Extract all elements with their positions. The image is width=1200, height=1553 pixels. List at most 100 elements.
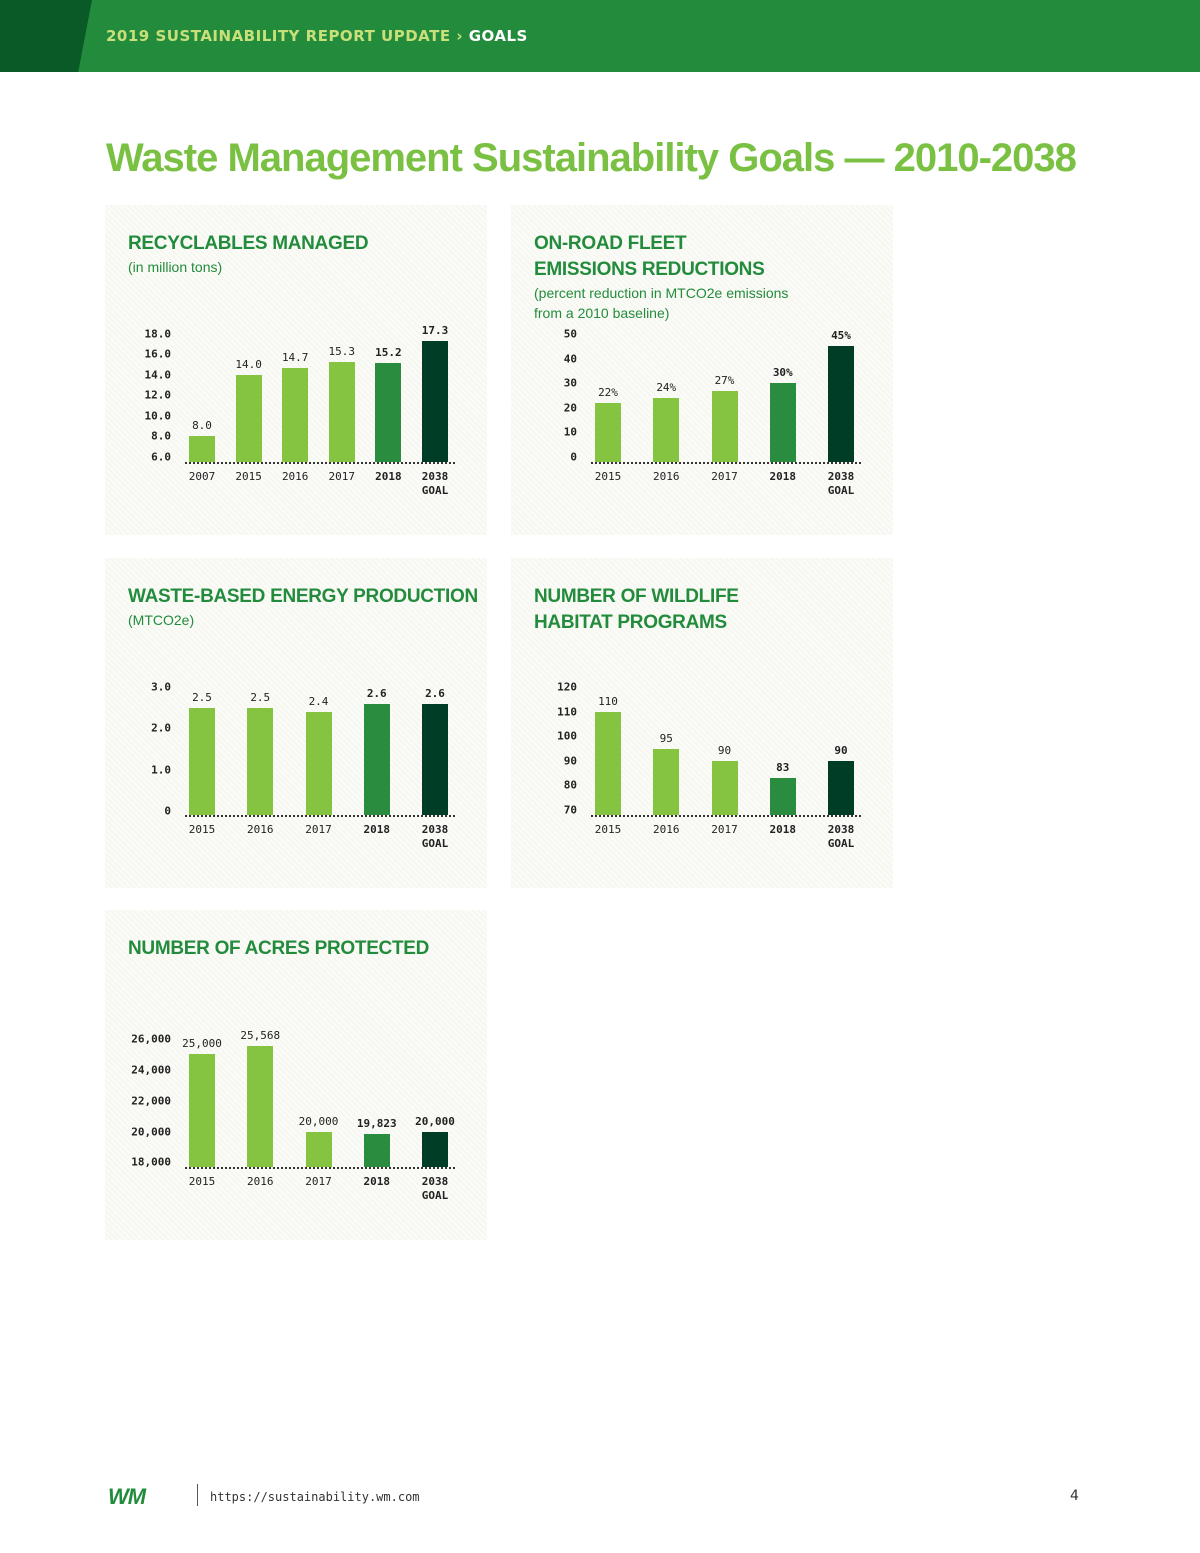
y-tick-label: 70 — [563, 803, 577, 817]
value-label: 14.0 — [235, 357, 262, 371]
value-label: 24% — [656, 381, 677, 394]
category-label: 2018 — [363, 823, 391, 836]
y-tick-label: 80 — [563, 778, 577, 792]
value-label: 45% — [831, 329, 851, 343]
value-label: 19,823 — [356, 1117, 397, 1131]
bar — [769, 778, 796, 815]
value-label: 95 — [659, 731, 673, 745]
footer-url: https://sustainability.wm.com — [210, 1490, 420, 1504]
y-tick-label: 12.0 — [144, 388, 172, 402]
value-label: 30% — [772, 366, 793, 380]
logo: WM — [108, 1484, 146, 1509]
bar — [422, 1131, 448, 1167]
category-label: 2017 — [305, 1175, 332, 1188]
page-number: 4 — [1070, 1488, 1079, 1504]
bar — [189, 1054, 215, 1167]
value-label: 90 — [717, 743, 732, 757]
category-label: 2016 — [281, 470, 309, 483]
chart-panel: RECYCLABLES MANAGED (in million tons) 6.0 8… — [105, 205, 487, 535]
chart-title: NUMBER OF WILDLIFE HABITAT PROGRAMS — [534, 586, 739, 633]
y-tick-label: 100 — [557, 729, 577, 743]
value-label: 27% — [714, 373, 735, 387]
y-tick-label: 26,000 — [131, 1032, 171, 1046]
category-label: 2018 — [375, 470, 402, 483]
y-tick-label: 8.0 — [151, 429, 171, 443]
bar — [595, 402, 621, 462]
y-tick-label: 110 — [557, 705, 577, 719]
value-label: 25,568 — [240, 1028, 281, 1042]
chart-title: ON-ROAD FLEET EMISSIONS REDUCTIONS — [534, 233, 765, 280]
category-label: 2038 GOAL — [421, 470, 449, 497]
category-label: 2017 — [305, 823, 332, 836]
bar — [422, 703, 448, 815]
y-tick-label: 50 — [563, 327, 577, 341]
baseline — [591, 462, 861, 464]
category-label: 2038 GOAL — [421, 1175, 449, 1202]
bar — [305, 1131, 332, 1167]
value-label: 15.3 — [328, 344, 356, 358]
y-tick-label: 10.0 — [144, 409, 172, 423]
y-tick-label: 16.0 — [144, 347, 172, 361]
header-accent — [0, 0, 92, 72]
page-title: Waste Management Sustainability Goals — … — [106, 136, 1077, 180]
bar — [595, 711, 621, 815]
footer-separator — [197, 1484, 198, 1506]
category-label: 2018 — [769, 470, 797, 483]
y-tick-label: 24,000 — [131, 1063, 171, 1077]
value-label: 20,000 — [415, 1114, 455, 1128]
value-label: 2.5 — [250, 690, 271, 704]
chart-title: RECYCLABLES MANAGED — [128, 233, 369, 254]
bar — [375, 362, 402, 462]
category-label: 2038 GOAL — [827, 470, 855, 497]
bar — [247, 707, 274, 815]
separator: › — [456, 27, 463, 45]
bar — [828, 760, 854, 815]
section-name: GOALS — [468, 27, 528, 45]
category-label: 2015 — [188, 823, 216, 836]
chart-panel: ON-ROAD FLEET EMISSIONS REDUCTIONS (perce… — [511, 205, 893, 535]
header-text: 2019 SUSTAINABILITY REPORT UPDATE › GOAL… — [106, 27, 528, 45]
bar — [235, 374, 262, 462]
value-label: 83 — [776, 761, 790, 775]
value-label: 2.6 — [425, 686, 445, 700]
category-label: 2015 — [188, 1175, 216, 1188]
bar — [247, 1045, 274, 1167]
y-tick-label: 3.0 — [151, 680, 171, 694]
y-tick-label: 6.0 — [151, 450, 171, 464]
bar — [653, 398, 680, 462]
y-tick-label: 40 — [563, 352, 577, 366]
y-tick-label: 18.0 — [144, 327, 172, 341]
baseline — [185, 1167, 455, 1169]
bar — [828, 346, 854, 462]
category-label: 2007 — [188, 470, 216, 483]
category-label: 2018 — [769, 823, 797, 836]
bar — [711, 390, 738, 462]
value-label: 15.2 — [375, 345, 402, 359]
value-label: 8.0 — [192, 419, 212, 433]
report-name: 2019 SUSTAINABILITY REPORT UPDATE — [106, 27, 451, 45]
value-label: 110 — [598, 694, 618, 708]
y-tick-label: 120 — [557, 680, 577, 694]
y-tick-label: 0 — [570, 450, 577, 464]
baseline — [591, 815, 861, 817]
y-tick-label: 20 — [563, 401, 577, 415]
chart-title: WASTE-BASED ENERGY PRODUCTION — [128, 586, 478, 607]
chart-subtitle: (in million tons) — [128, 259, 223, 275]
category-label: 2015 — [235, 470, 262, 483]
bar — [711, 760, 738, 815]
category-label: 2016 — [247, 823, 274, 836]
category-label: 2018 — [363, 1175, 391, 1188]
y-tick-label: 1.0 — [151, 763, 171, 777]
y-tick-label: 0 — [164, 804, 171, 818]
header-bar — [0, 0, 1200, 72]
y-tick-label: 22,000 — [131, 1094, 171, 1108]
y-tick-label: 2.0 — [151, 721, 171, 735]
category-label: 2015 — [594, 823, 622, 836]
category-label: 2017 — [328, 470, 356, 483]
y-tick-label: 14.0 — [144, 368, 172, 382]
chart-panel: WASTE-BASED ENERGY PRODUCTION (MTCO2e) 0 1.… — [105, 558, 487, 888]
value-label: 14.7 — [281, 350, 309, 364]
category-label: 2038 GOAL — [827, 823, 855, 850]
y-tick-label: 30 — [563, 376, 577, 390]
